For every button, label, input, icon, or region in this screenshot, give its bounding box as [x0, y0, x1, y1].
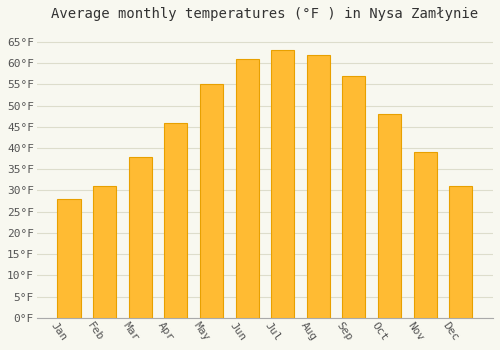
Bar	[58, 199, 80, 318]
Title: Average monthly temperatures (°F ) in Nysa Zamłynie: Average monthly temperatures (°F ) in Ny…	[52, 7, 478, 21]
Bar	[306, 55, 330, 318]
Bar	[378, 114, 401, 318]
Bar	[164, 122, 188, 318]
Bar	[449, 186, 472, 318]
Bar	[236, 59, 258, 318]
Bar	[128, 156, 152, 318]
Bar	[93, 186, 116, 318]
Bar	[271, 50, 294, 318]
Bar	[200, 84, 223, 318]
Bar	[342, 76, 365, 318]
Bar	[414, 152, 436, 318]
